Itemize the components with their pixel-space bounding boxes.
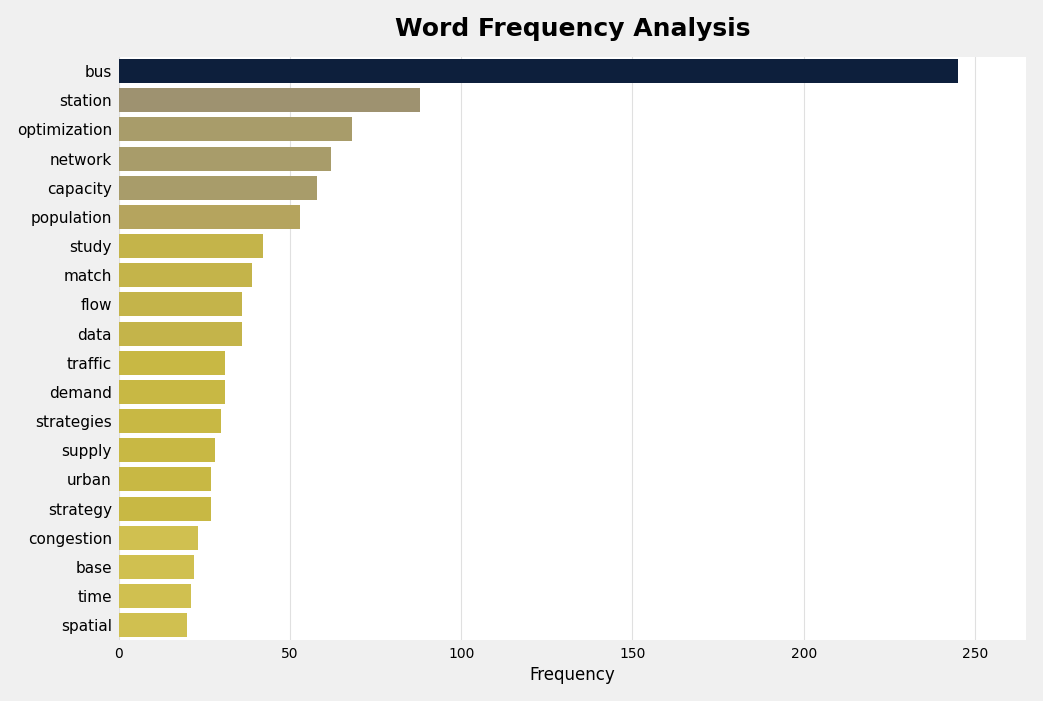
- Bar: [119, 205, 300, 229]
- Bar: [119, 147, 331, 170]
- Bar: [119, 613, 188, 637]
- Bar: [119, 584, 191, 608]
- Bar: [119, 380, 225, 404]
- Bar: [119, 526, 197, 550]
- Title: Word Frequency Analysis: Word Frequency Analysis: [395, 17, 750, 41]
- Bar: [119, 322, 242, 346]
- Bar: [119, 350, 225, 375]
- Bar: [119, 264, 252, 287]
- Bar: [119, 118, 351, 142]
- Bar: [119, 59, 957, 83]
- Bar: [119, 438, 215, 462]
- Bar: [119, 555, 194, 579]
- X-axis label: Frequency: Frequency: [530, 667, 615, 684]
- Bar: [119, 468, 212, 491]
- Bar: [119, 496, 212, 521]
- Bar: [119, 292, 242, 316]
- Bar: [119, 88, 420, 112]
- Bar: [119, 176, 317, 200]
- Bar: [119, 234, 263, 258]
- Bar: [119, 409, 221, 433]
